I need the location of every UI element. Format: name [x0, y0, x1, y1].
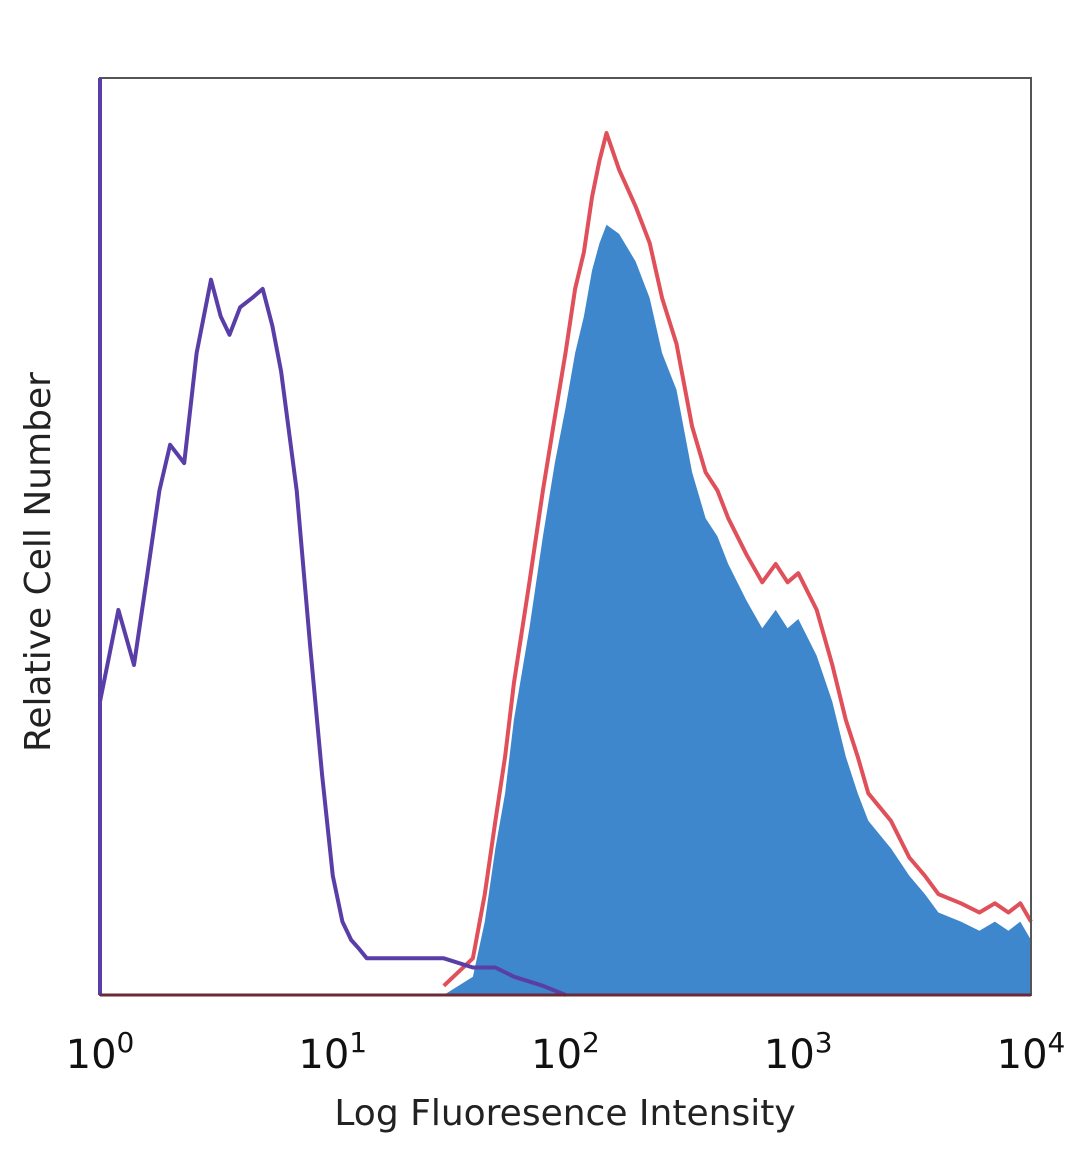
x-tick-label: 100 [66, 1026, 135, 1078]
x-tick-base: 10 [531, 1032, 582, 1078]
x-tick-exponent: 2 [582, 1026, 600, 1059]
series-filled-histogram [443, 224, 1031, 995]
x-axis-ticks: 100 101 102 103 104 [66, 1026, 1066, 1078]
x-tick-base: 10 [764, 1032, 815, 1078]
series-stained-outline [442, 131, 1033, 988]
x-tick-base: 10 [997, 1032, 1048, 1078]
x-tick-exponent: 4 [1048, 1026, 1066, 1059]
plot-area [98, 77, 1033, 997]
x-tick-base: 10 [298, 1032, 349, 1078]
y-axis-title: Relative Cell Number [18, 372, 59, 752]
x-tick-base: 10 [66, 1032, 117, 1078]
x-tick-exponent: 1 [349, 1026, 367, 1059]
x-tick-label: 102 [531, 1026, 600, 1078]
x-tick-exponent: 3 [815, 1026, 833, 1059]
series-isotype-outline [98, 277, 567, 997]
x-tick-label: 104 [997, 1026, 1066, 1078]
x-axis-title: Log Fluoresence Intensity [334, 1093, 795, 1134]
x-tick-exponent: 0 [117, 1026, 135, 1059]
x-tick-label: 103 [764, 1026, 833, 1078]
x-tick-label: 101 [298, 1026, 367, 1078]
